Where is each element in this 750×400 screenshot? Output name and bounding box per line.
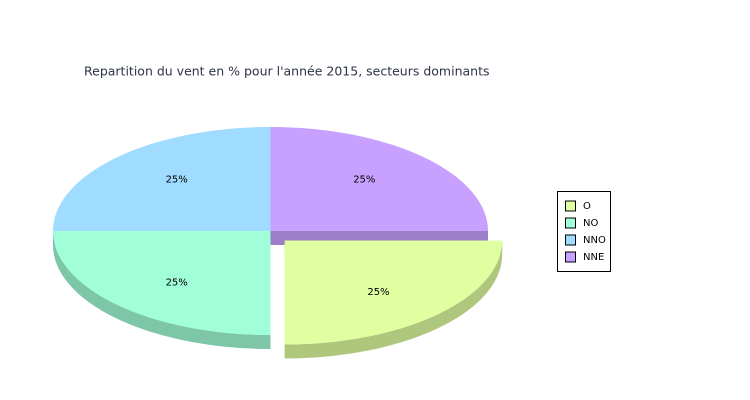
value-label: 25% <box>367 287 389 298</box>
legend-swatch <box>565 251 576 263</box>
legend-swatch <box>565 217 576 229</box>
chart-title: Repartition du vent en % pour l'année 20… <box>84 64 490 79</box>
slice-rim <box>53 231 271 349</box>
slice <box>270 127 488 231</box>
pie-tops <box>53 127 503 345</box>
slice <box>53 127 271 231</box>
legend-text: NNO <box>583 235 606 246</box>
value-label: 25% <box>353 175 375 186</box>
legend-swatch <box>565 234 576 246</box>
legend-swatch <box>565 200 576 212</box>
value-label: 25% <box>166 277 188 288</box>
value-label: 25% <box>166 175 188 186</box>
slice <box>284 240 503 345</box>
slice <box>53 231 271 335</box>
legend-text: NO <box>583 218 598 229</box>
legend-text: NNE <box>583 252 604 263</box>
slice-rim <box>284 240 503 359</box>
legend-text: O <box>583 201 591 212</box>
